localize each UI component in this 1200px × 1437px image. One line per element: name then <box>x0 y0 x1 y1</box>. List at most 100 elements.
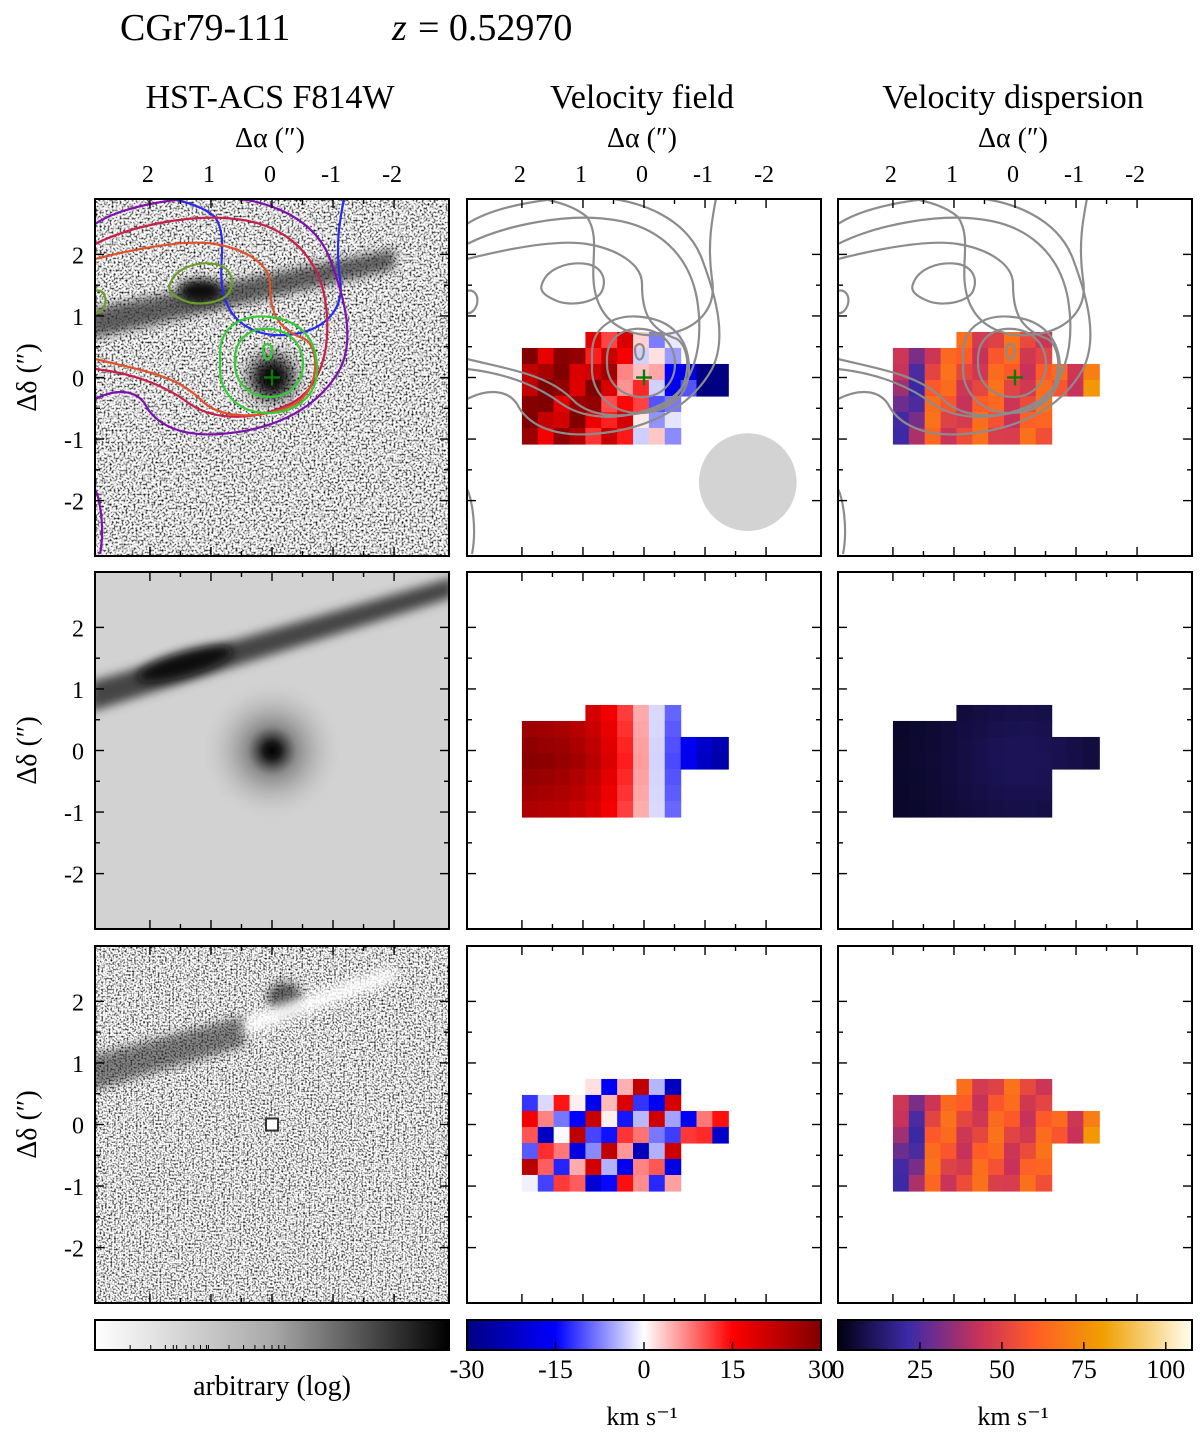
velocity-pixel <box>553 784 571 802</box>
velocity-pixel <box>648 1094 666 1112</box>
velocity-pixel <box>585 1142 602 1160</box>
velocity-pixel <box>569 1094 587 1112</box>
dispersion-pixel <box>972 347 989 365</box>
velocity-pixel <box>633 347 650 365</box>
contour-line <box>838 241 1060 417</box>
dispersion-panel <box>837 198 1193 557</box>
velocity-pixel <box>617 800 634 818</box>
velocity-pixel <box>537 736 555 754</box>
velocity-pixel <box>585 1126 602 1144</box>
dispersion-pixel <box>1019 736 1037 754</box>
contour-line <box>95 216 329 418</box>
dispersion-pixel <box>940 1142 958 1160</box>
dispersion-pixel <box>1019 1126 1037 1144</box>
velocity-pixel <box>569 427 587 445</box>
y-tick-label: -1 <box>64 801 84 827</box>
dispersion-pixel <box>1067 1126 1084 1144</box>
velocity-pixel <box>569 736 587 754</box>
colorbar-tick-label: 0 <box>832 1355 845 1384</box>
velocity-pixel <box>569 768 587 786</box>
dispersion-pixel <box>892 347 910 365</box>
dispersion-pixel <box>972 736 989 754</box>
y-tick-label: -2 <box>64 1237 84 1263</box>
dispersion-pixel <box>988 1174 1005 1192</box>
velocity-pixel <box>664 736 682 754</box>
colorbar-tick-label: 0 <box>638 1355 651 1384</box>
x-tick-label: -2 <box>1125 162 1145 188</box>
y-axis-label: Δδ (″) <box>12 716 43 785</box>
dispersion-pixel <box>956 752 973 770</box>
colorbar-tick-label: 30 <box>808 1355 834 1384</box>
x-tick-label: 1 <box>946 162 958 188</box>
image-content <box>95 572 449 929</box>
velocity-pixel <box>617 1158 634 1176</box>
colorbar-label: km s⁻¹ <box>977 1402 1048 1431</box>
dispersion-pixel <box>1035 1142 1053 1160</box>
y-tick-label: 2 <box>72 243 84 269</box>
colorbars: arbitrary (log) -30 -15 0 15 30 km s⁻¹ 0 25 50 75 1… <box>94 1319 1193 1431</box>
velocity-pixel <box>521 1142 539 1160</box>
velocity-panel <box>466 945 822 1304</box>
y-tick-label: 1 <box>72 1052 84 1078</box>
velocity-pixel <box>553 800 571 818</box>
y-tick-label: 1 <box>72 305 84 331</box>
velocity-pixel <box>553 347 571 365</box>
velocity-pixel <box>696 363 713 381</box>
velocity-pixel <box>521 768 539 786</box>
dispersion-pixel <box>908 784 926 802</box>
velocity-pixel <box>569 1110 587 1128</box>
velocity-pixel <box>648 1142 666 1160</box>
velocity-pixel <box>521 1158 539 1176</box>
dispersion-pixel <box>924 768 942 786</box>
colorbar-tick-label: 100 <box>1146 1355 1185 1384</box>
dispersion-pixel <box>1051 752 1069 770</box>
dispersion-pixel <box>908 1126 926 1144</box>
dispersion-pixel <box>1004 1174 1021 1192</box>
column-title: Velocity field <box>550 79 734 116</box>
dispersion-pixel <box>972 784 989 802</box>
y-tick-label: 0 <box>72 367 84 393</box>
contour-line <box>590 315 691 415</box>
velocity-pixel <box>553 1158 571 1176</box>
dispersion-pixel <box>956 704 973 722</box>
dispersion-pixel <box>892 427 910 445</box>
velocity-pixel <box>585 427 602 445</box>
velocity-pixel <box>664 1126 682 1144</box>
dispersion-pixel <box>956 1094 973 1112</box>
velocity-pixel <box>553 1142 571 1160</box>
dispersion-pixel <box>1051 1110 1069 1128</box>
image-content <box>95 946 449 1303</box>
dispersion-pixel <box>924 1174 942 1192</box>
dispersion-pixel <box>972 1110 989 1128</box>
velocity-pixel <box>585 363 602 381</box>
dispersion-pixel <box>988 800 1005 818</box>
model-nucleus <box>202 680 342 821</box>
velocity-pixel <box>569 379 587 397</box>
dispersion-pixel <box>908 752 926 770</box>
dispersion-pixel <box>940 427 958 445</box>
dispersion-pixel <box>1035 704 1053 722</box>
velocity-pixel <box>633 1094 650 1112</box>
dispersion-pixel <box>892 800 910 818</box>
dispersion-pixel <box>988 784 1005 802</box>
dispersion-pixel <box>1083 752 1100 770</box>
dispersion-pixel <box>972 720 989 738</box>
dispersion-pixel <box>1004 427 1021 445</box>
dispersion-pixel <box>924 1110 942 1128</box>
dispersion-pixel <box>892 1174 910 1192</box>
dispersion-pixel <box>1019 704 1037 722</box>
dispersion-pixel <box>940 800 958 818</box>
velocity-pixel <box>633 1126 650 1144</box>
residual-core <box>265 1117 279 1132</box>
velocity-pixel <box>521 1174 539 1192</box>
velocity-pixel <box>537 427 555 445</box>
velocity-pixel <box>712 379 729 397</box>
colorbar-tick-label: 25 <box>907 1355 933 1384</box>
dispersion-pixel <box>908 347 926 365</box>
dispersion-pixel <box>1019 1094 1037 1112</box>
dispersion-pixel <box>1004 720 1021 738</box>
image-panel <box>94 945 450 1304</box>
velocity-content <box>521 704 729 818</box>
y-tick-label: 2 <box>72 616 84 642</box>
